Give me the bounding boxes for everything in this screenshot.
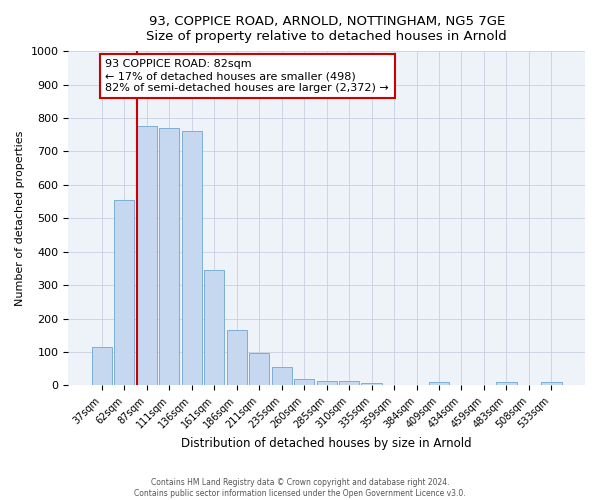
Bar [137, 126, 157, 386]
Bar [294, 378, 314, 386]
Bar [496, 382, 517, 386]
Bar [227, 330, 247, 386]
Bar [317, 380, 337, 386]
Bar [92, 347, 112, 386]
Bar [361, 382, 382, 386]
Bar [182, 132, 202, 386]
Y-axis label: Number of detached properties: Number of detached properties [15, 130, 25, 306]
Bar [451, 385, 472, 386]
Text: Contains HM Land Registry data © Crown copyright and database right 2024.
Contai: Contains HM Land Registry data © Crown c… [134, 478, 466, 498]
Title: 93, COPPICE ROAD, ARNOLD, NOTTINGHAM, NG5 7GE
Size of property relative to detac: 93, COPPICE ROAD, ARNOLD, NOTTINGHAM, NG… [146, 15, 507, 43]
Bar [541, 382, 562, 386]
X-axis label: Distribution of detached houses by size in Arnold: Distribution of detached houses by size … [181, 437, 472, 450]
Bar [114, 200, 134, 386]
Bar [159, 128, 179, 386]
Bar [339, 381, 359, 386]
Bar [429, 382, 449, 386]
Bar [249, 353, 269, 386]
Text: 93 COPPICE ROAD: 82sqm
← 17% of detached houses are smaller (498)
82% of semi-de: 93 COPPICE ROAD: 82sqm ← 17% of detached… [105, 60, 389, 92]
Bar [204, 270, 224, 386]
Bar [272, 367, 292, 386]
Bar [474, 385, 494, 386]
